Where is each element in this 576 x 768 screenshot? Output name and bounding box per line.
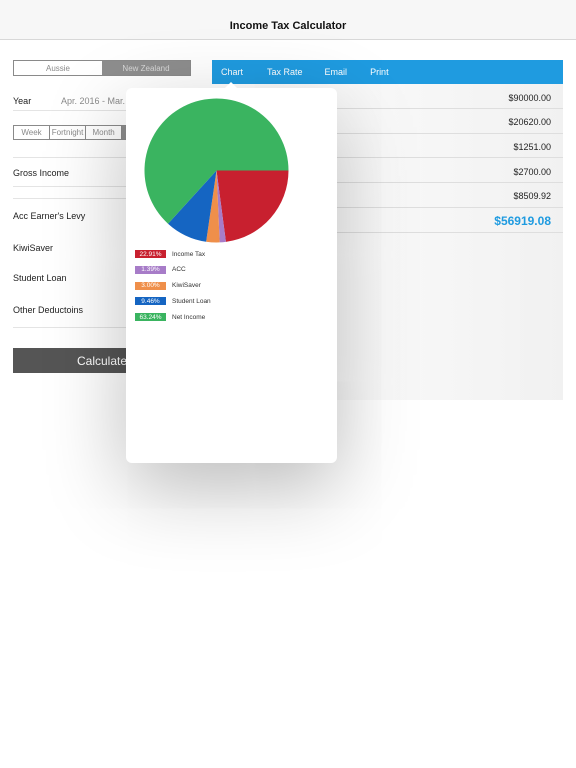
divider	[336, 182, 563, 183]
tab-print[interactable]: Print	[370, 67, 389, 77]
segment-fortnight[interactable]: Fortnight	[50, 126, 87, 139]
pie-slice-net-income	[144, 98, 289, 224]
legend-item: 1.39% ACC	[135, 265, 211, 274]
divider	[336, 108, 563, 109]
legend-item: 22.91% Income Tax	[135, 250, 211, 258]
page-title: Income Tax Calculator	[229, 20, 347, 32]
year-selector[interactable]: Apr. 2016 - Mar. 2017	[61, 96, 131, 106]
divider	[336, 207, 563, 208]
legend-label: Income Tax	[172, 250, 206, 258]
other-deductions-field[interactable]: Other Deductoins	[13, 305, 84, 315]
pie-slice-income-tax	[216, 170, 289, 242]
legend-label: Net Income	[172, 313, 206, 321]
legend-percentage: 3.00%	[135, 281, 166, 290]
legend-percentage: 63.24%	[135, 313, 166, 322]
segment-new-zealand[interactable]: New Zealand	[102, 61, 190, 75]
legend-item: 3.00% KiwiSaver	[135, 281, 211, 290]
pie-slice-kiwisaver	[206, 170, 220, 243]
student-loan-field[interactable]: Student Loan	[13, 273, 67, 283]
legend-item: 63.24% Net Income	[135, 313, 211, 322]
divider	[336, 232, 563, 233]
legend-label: ACC	[172, 266, 186, 274]
calculate-button[interactable]: Calculate	[13, 348, 133, 373]
results-tab-bar: Chart Tax Rate Email Print	[212, 60, 563, 84]
popover-arrow	[225, 82, 237, 88]
legend-percentage: 9.46%	[135, 297, 166, 306]
legend-item: 9.46% Student Loan	[135, 297, 211, 306]
segment-aussie[interactable]: Aussie	[14, 61, 102, 75]
period-segmented-control[interactable]: Week Fortnight Month	[13, 125, 128, 140]
legend-label: KiwiSaver	[172, 282, 201, 290]
year-label: Year	[13, 96, 32, 106]
navigation-bar: Income Tax Calculator	[0, 0, 576, 40]
chart-popover: 22.91% Income Tax 1.39% ACC 3.00% KiwiSaver 9.…	[126, 82, 337, 463]
divider	[13, 186, 133, 187]
kiwisaver-value: $2700.00	[513, 167, 551, 177]
tab-tax-rate[interactable]: Tax Rate	[267, 67, 303, 77]
tab-chart[interactable]: Chart	[221, 67, 244, 77]
acc-value: $1251.00	[513, 142, 551, 152]
pie-chart	[144, 98, 289, 243]
student-loan-value: $8509.92	[513, 191, 551, 201]
segment-month[interactable]: Month	[86, 126, 123, 139]
legend-label: Student Loan	[172, 297, 211, 305]
divider	[13, 157, 133, 158]
segment-week[interactable]: Week	[14, 126, 51, 139]
segment-year[interactable]	[122, 126, 128, 139]
country-segmented-control[interactable]: Aussie New Zealand	[13, 60, 191, 76]
gross-income-value: $90000.00	[508, 93, 551, 103]
pie-slice-student-loan	[168, 170, 217, 242]
net-income-value: $56919.08	[494, 214, 551, 228]
legend-percentage: 22.91%	[135, 250, 166, 258]
divider	[13, 327, 133, 328]
tab-email[interactable]: Email	[324, 67, 348, 77]
acc-levy-field[interactable]: Acc Earner's Levy	[13, 211, 86, 221]
legend-percentage: 1.39%	[135, 265, 166, 274]
divider	[336, 133, 563, 134]
chart-legend: 22.91% Income Tax 1.39% ACC 3.00% KiwiSaver 9.…	[135, 250, 211, 329]
gross-income-field[interactable]: Gross Income	[13, 168, 70, 178]
pie-slice-acc	[216, 170, 226, 243]
kiwisaver-field[interactable]: KiwiSaver	[13, 243, 54, 253]
divider	[13, 110, 133, 111]
divider	[13, 198, 133, 199]
income-tax-value: $20620.00	[508, 117, 551, 127]
divider	[336, 157, 563, 158]
